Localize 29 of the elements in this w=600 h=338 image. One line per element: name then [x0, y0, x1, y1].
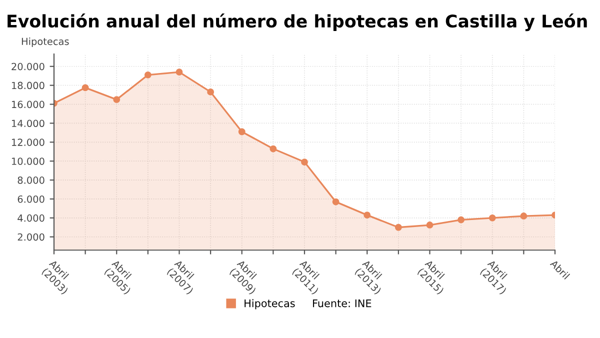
y-tick-label: 20.000 — [12, 62, 44, 70]
source-note: Fuente: INE — [313, 299, 372, 308]
point — [207, 88, 214, 96]
y-axis-title: Hipotecas — [22, 38, 69, 47]
point — [364, 212, 371, 219]
point — [238, 128, 246, 136]
legend-label: Hipotecas — [244, 299, 295, 310]
point — [270, 145, 277, 152]
y-tick-label: 8.000 — [18, 176, 44, 184]
chart-title: Evolución anual del número de hipotecas en Castilla y León — [8, 14, 587, 32]
point — [113, 96, 120, 104]
point — [488, 214, 496, 222]
point — [176, 68, 183, 76]
y-tick-label: 18.000 — [12, 82, 44, 90]
y-tick-label: 6.000 — [18, 195, 44, 203]
point — [144, 71, 152, 78]
point — [82, 84, 89, 92]
y-tick-label: 10.000 — [12, 158, 44, 165]
y-tick-label: 2.000 — [18, 233, 44, 241]
point — [301, 158, 308, 166]
point — [394, 224, 402, 231]
y-tick-label: 16.000 — [12, 100, 44, 108]
y-tick-label: 12.000 — [12, 138, 44, 146]
y-tick-label: 4.000 — [18, 214, 44, 222]
point — [426, 222, 434, 228]
point — [332, 198, 340, 206]
y-tick-label: 14.000 — [12, 120, 44, 128]
point — [458, 216, 465, 224]
point — [520, 212, 528, 220]
